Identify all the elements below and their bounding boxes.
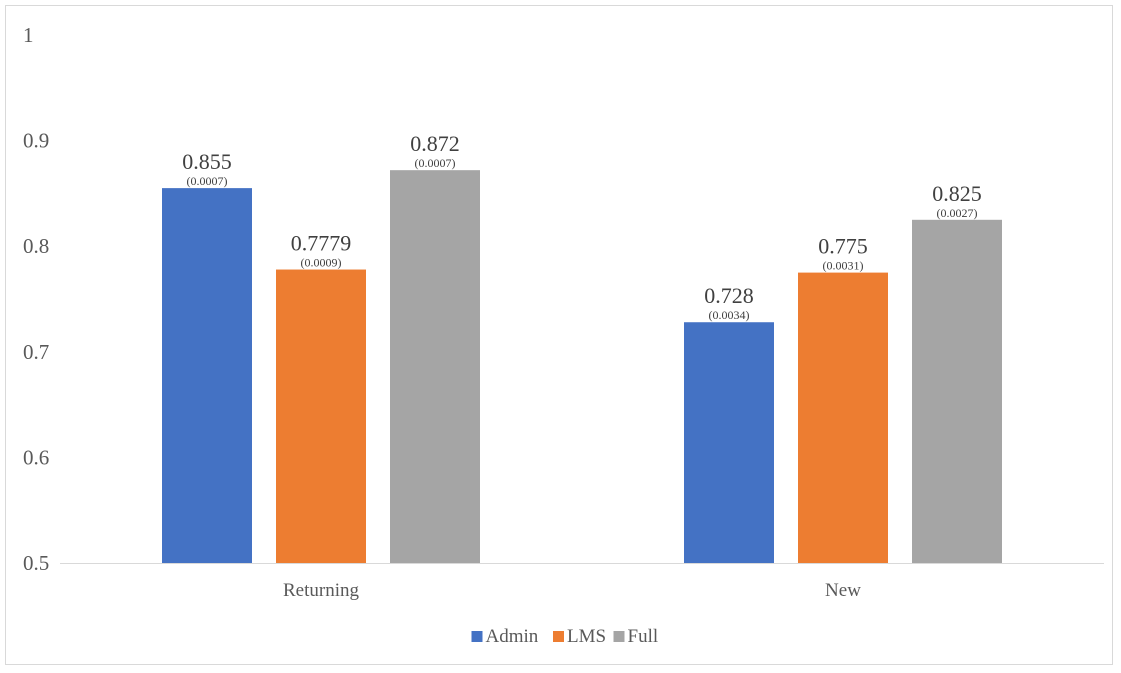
x-category-label: Returning <box>283 580 359 601</box>
y-tick-label: 0.6 <box>23 445 49 469</box>
legend-swatch-full <box>613 631 625 642</box>
bar-value-label: 0.855 <box>182 149 232 174</box>
bar-se-label: (0.0027) <box>937 206 978 220</box>
bar-se-label: (0.0009) <box>301 256 342 270</box>
bar-value-label: 0.825 <box>932 181 982 206</box>
y-tick-label: 0.5 <box>23 551 49 575</box>
bars-group <box>162 170 1002 564</box>
legend-label-lms: LMS <box>567 626 606 647</box>
y-axis-ticks: 0.5 0.6 0.7 0.8 0.9 1 <box>23 23 49 575</box>
legend: Admin LMS Full <box>471 626 659 647</box>
bar-admin-returning <box>162 188 252 563</box>
legend-swatch-lms <box>553 631 564 642</box>
bar-se-label: (0.0034) <box>709 308 750 322</box>
legend-label-full: Full <box>628 626 659 647</box>
bar-value-label: 0.872 <box>410 131 460 156</box>
legend-label-admin: Admin <box>486 626 539 647</box>
y-tick-label: 1 <box>23 23 34 47</box>
legend-swatch-admin <box>471 631 483 642</box>
bar-value-label: 0.775 <box>818 234 868 259</box>
bar-lms-returning <box>276 269 366 563</box>
x-category-label: New <box>825 580 861 601</box>
y-tick-label: 0.9 <box>23 129 49 153</box>
bar-lms-new <box>798 272 888 563</box>
y-tick-label: 0.8 <box>23 234 49 258</box>
bar-se-label: (0.0007) <box>187 174 228 188</box>
bar-full-new <box>912 219 1002 564</box>
bar-full-returning <box>390 170 480 563</box>
bar-se-label: (0.0031) <box>823 259 864 273</box>
bar-admin-new <box>684 322 774 563</box>
bar-labels-group: 0.855(0.0007)0.7779(0.0009)0.872(0.0007)… <box>182 131 982 322</box>
bar-se-label: (0.0007) <box>415 156 456 170</box>
bar-value-label: 0.7779 <box>291 231 352 256</box>
bar-value-label: 0.728 <box>704 283 754 308</box>
x-axis-categories: Returning New <box>283 580 861 601</box>
y-tick-label: 0.7 <box>23 340 49 364</box>
